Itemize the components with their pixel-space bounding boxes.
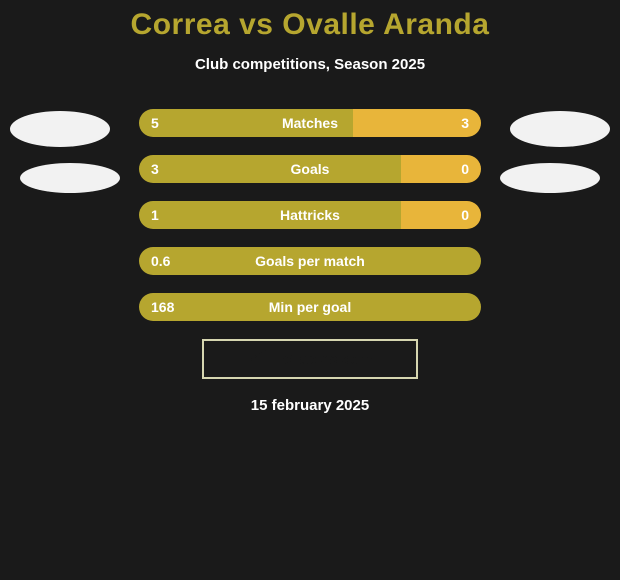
page-title: Correa vs Ovalle Aranda	[0, 8, 620, 42]
bars-icon	[248, 350, 270, 368]
stat-row: Min per goal168	[139, 293, 481, 321]
avatar-player1-mid	[20, 163, 120, 193]
bar-left	[139, 201, 401, 229]
subtitle: Club competitions, Season 2025	[0, 56, 620, 73]
avatar-player1-top	[10, 111, 110, 147]
bar-right	[401, 201, 481, 229]
comparison-card: Correa vs Ovalle Aranda Club competition…	[0, 0, 620, 414]
stat-row: Goals30	[139, 155, 481, 183]
avatar-player2-top	[510, 111, 610, 147]
stat-rows: Matches53 Goals30 Hattricks10 Goals per mat…	[139, 109, 481, 321]
stat-row: Goals per match0.6	[139, 247, 481, 275]
avatar-player2-mid	[500, 163, 600, 193]
date-text: 15 february 2025	[0, 397, 620, 414]
brand-box: FcTables.com	[202, 339, 418, 379]
bar-left	[139, 247, 481, 275]
brand-text: FcTables.com	[274, 351, 373, 368]
stat-row: Hattricks10	[139, 201, 481, 229]
bar-left	[139, 155, 401, 183]
bar-left	[139, 109, 353, 137]
stat-row: Matches53	[139, 109, 481, 137]
bar-right	[353, 109, 481, 137]
rows-wrap: Matches53 Goals30 Hattricks10 Goals per mat…	[0, 109, 620, 321]
bar-right	[401, 155, 481, 183]
bar-left	[139, 293, 481, 321]
